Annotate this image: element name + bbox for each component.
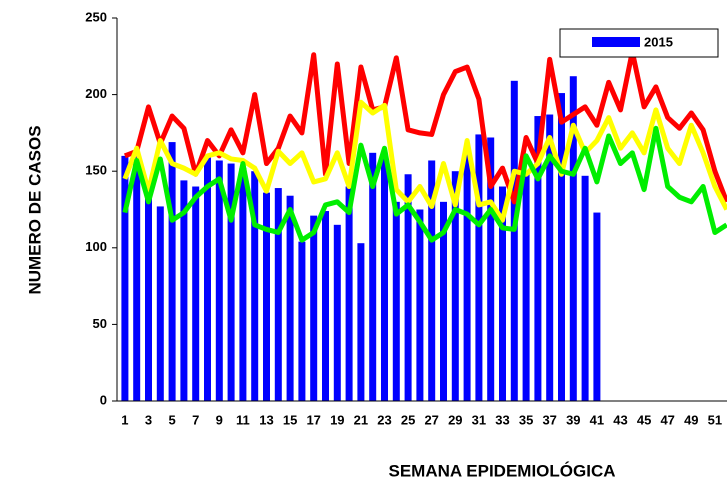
y-axis-title: NUMERO DE CASOS bbox=[25, 125, 44, 294]
bar bbox=[215, 160, 223, 401]
bar bbox=[569, 76, 577, 401]
line-series bbox=[122, 99, 727, 223]
bar bbox=[475, 134, 483, 401]
bar bbox=[593, 212, 601, 401]
bar bbox=[416, 209, 424, 401]
x-tick-label: 45 bbox=[637, 412, 651, 427]
bar bbox=[156, 206, 164, 401]
bar bbox=[428, 160, 436, 401]
bar bbox=[581, 175, 589, 401]
x-tick-label: 33 bbox=[495, 412, 509, 427]
bar bbox=[534, 116, 542, 401]
bar bbox=[263, 192, 270, 401]
bar bbox=[440, 201, 447, 401]
bar bbox=[286, 195, 294, 401]
bar bbox=[204, 155, 211, 401]
bar bbox=[451, 171, 459, 401]
x-tick-label: 13 bbox=[259, 412, 273, 427]
legend-swatch bbox=[592, 37, 640, 47]
x-tick-label: 7 bbox=[192, 412, 199, 427]
y-tick-label: 200 bbox=[85, 86, 107, 101]
y-tick-label: 50 bbox=[93, 316, 107, 331]
x-tick-label: 19 bbox=[330, 412, 344, 427]
x-tick-label: 23 bbox=[377, 412, 391, 427]
bar bbox=[180, 180, 188, 401]
x-tick-label: 43 bbox=[613, 412, 627, 427]
x-tick-label: 15 bbox=[283, 412, 297, 427]
x-tick-label: 9 bbox=[216, 412, 223, 427]
x-axis-title: SEMANA EPIDEMIOLÓGICA bbox=[389, 461, 616, 480]
bar bbox=[274, 188, 282, 401]
bar bbox=[345, 186, 353, 401]
bar bbox=[487, 137, 495, 401]
y-tick-label: 250 bbox=[85, 9, 107, 24]
line-series bbox=[122, 125, 727, 243]
x-tick-label: 1 bbox=[121, 412, 128, 427]
bar bbox=[121, 155, 129, 401]
legend-label: 2015 bbox=[644, 34, 673, 49]
x-tick-label: 17 bbox=[306, 412, 320, 427]
x-tick-label: 27 bbox=[424, 412, 438, 427]
line-series bbox=[123, 49, 727, 205]
x-tick-label: 49 bbox=[684, 412, 698, 427]
bar bbox=[392, 201, 400, 401]
x-tick-label: 25 bbox=[401, 412, 415, 427]
x-tick-label: 51 bbox=[708, 412, 722, 427]
bar bbox=[463, 148, 471, 401]
bar bbox=[227, 163, 235, 401]
bar bbox=[404, 174, 412, 401]
bar bbox=[381, 155, 388, 401]
bar bbox=[298, 241, 306, 401]
bar bbox=[546, 114, 554, 402]
x-tick-label: 41 bbox=[590, 412, 604, 427]
bar bbox=[333, 224, 341, 401]
x-tick-label: 39 bbox=[566, 412, 580, 427]
bar bbox=[357, 243, 365, 401]
bar bbox=[499, 186, 506, 401]
bar bbox=[522, 171, 530, 401]
bar bbox=[369, 152, 377, 401]
bar bbox=[322, 211, 329, 401]
y-tick-label: 150 bbox=[85, 163, 107, 178]
x-tick-label: 35 bbox=[519, 412, 533, 427]
x-tick-label: 37 bbox=[542, 412, 556, 427]
y-tick-label: 100 bbox=[85, 239, 107, 254]
bar bbox=[510, 80, 518, 401]
y-tick-label: 0 bbox=[100, 392, 107, 407]
x-tick-label: 11 bbox=[236, 412, 250, 427]
x-tick-label: 47 bbox=[660, 412, 674, 427]
bar bbox=[310, 215, 318, 401]
x-tick-label: 5 bbox=[168, 412, 175, 427]
x-tick-label: 31 bbox=[472, 412, 486, 427]
bar bbox=[192, 186, 200, 401]
bar bbox=[251, 171, 259, 401]
x-tick-label: 3 bbox=[145, 412, 152, 427]
bar bbox=[558, 93, 565, 402]
bar bbox=[133, 155, 141, 401]
x-tick-label: 21 bbox=[354, 412, 368, 427]
x-tick-label: 29 bbox=[448, 412, 462, 427]
bar bbox=[145, 194, 152, 401]
bar bbox=[168, 142, 176, 402]
bar bbox=[239, 168, 247, 401]
